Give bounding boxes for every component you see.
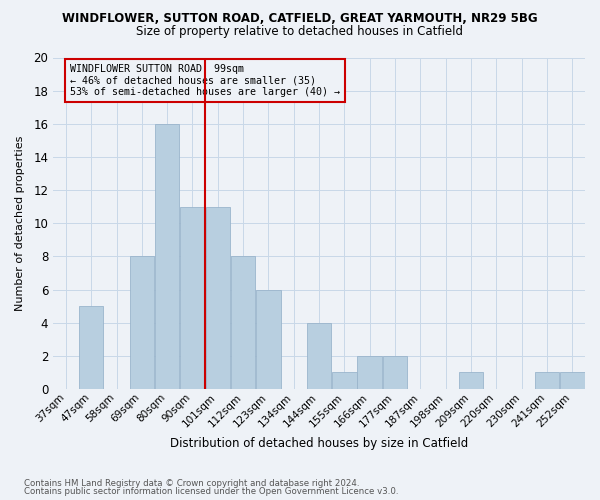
Bar	[180, 206, 205, 389]
Text: Contains public sector information licensed under the Open Government Licence v3: Contains public sector information licen…	[24, 487, 398, 496]
Bar	[459, 372, 484, 389]
Bar	[231, 256, 256, 389]
Bar	[130, 256, 154, 389]
Bar	[256, 290, 281, 389]
Y-axis label: Number of detached properties: Number of detached properties	[15, 136, 25, 311]
Bar	[535, 372, 559, 389]
X-axis label: Distribution of detached houses by size in Catfield: Distribution of detached houses by size …	[170, 437, 468, 450]
Text: Size of property relative to detached houses in Catfield: Size of property relative to detached ho…	[137, 25, 464, 38]
Text: WINDFLOWER SUTTON ROAD: 99sqm
← 46% of detached houses are smaller (35)
53% of s: WINDFLOWER SUTTON ROAD: 99sqm ← 46% of d…	[70, 64, 340, 98]
Bar	[358, 356, 382, 389]
Bar	[383, 356, 407, 389]
Bar	[560, 372, 584, 389]
Bar	[206, 206, 230, 389]
Bar	[79, 306, 103, 389]
Bar	[155, 124, 179, 389]
Bar	[307, 322, 331, 389]
Text: Contains HM Land Registry data © Crown copyright and database right 2024.: Contains HM Land Registry data © Crown c…	[24, 478, 359, 488]
Bar	[332, 372, 357, 389]
Text: WINDFLOWER, SUTTON ROAD, CATFIELD, GREAT YARMOUTH, NR29 5BG: WINDFLOWER, SUTTON ROAD, CATFIELD, GREAT…	[62, 12, 538, 26]
